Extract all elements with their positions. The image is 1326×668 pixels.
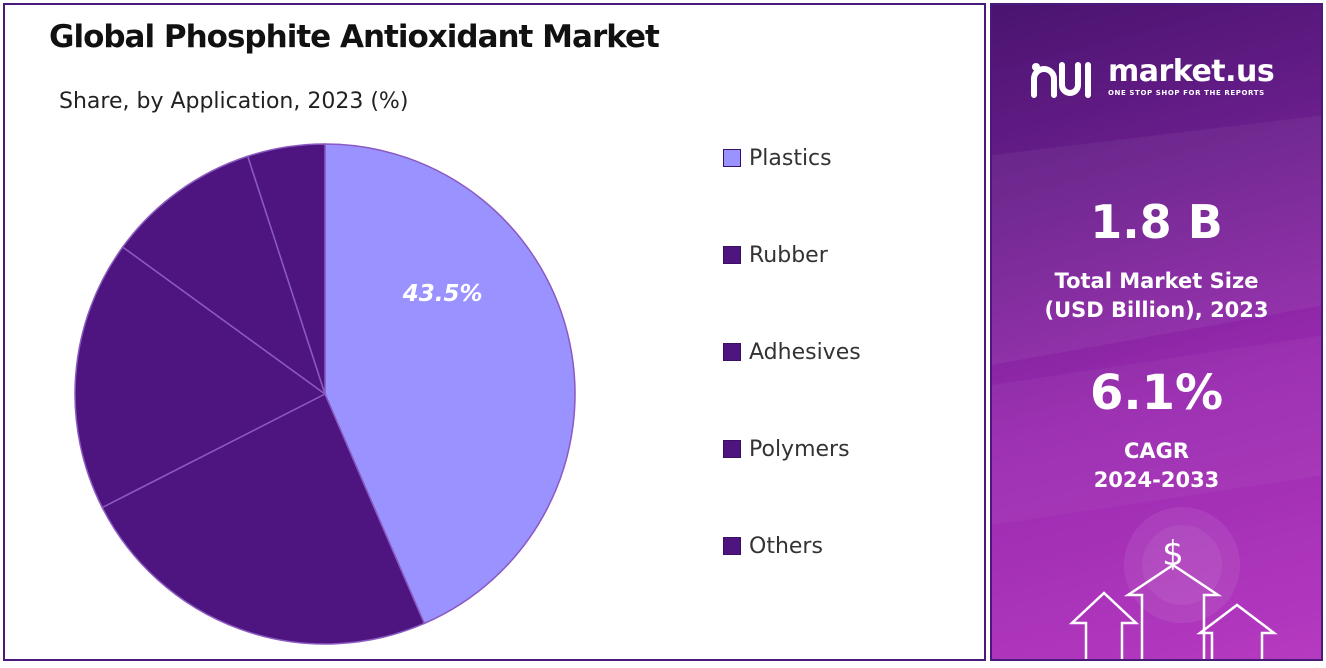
market-us-logo-icon — [1031, 62, 1091, 98]
cagr-label: CAGR — [1123, 439, 1190, 463]
pie-slice-adhesives — [74, 246, 327, 509]
chart-title: Global Phosphite Antioxidant Market — [49, 19, 660, 55]
pie-slice-rubber — [101, 392, 426, 645]
market-size-label-line1: Total Market Size — [1054, 269, 1259, 293]
legend-swatch — [723, 440, 741, 458]
pie-slice-others — [246, 143, 326, 395]
cagr-period: 2024-2033 — [1093, 468, 1220, 492]
stats-sidebar: market.us ONE STOP SHOP FOR THE REPORTS … — [990, 3, 1323, 661]
legend-label: Rubber — [749, 242, 828, 268]
legend-item-others: Others — [723, 531, 823, 561]
legend-swatch — [723, 343, 741, 361]
legend-swatch — [723, 149, 741, 167]
legend-item-polymers: Polymers — [723, 434, 850, 464]
pie-slice-plastics — [324, 143, 576, 625]
legend-label: Plastics — [749, 145, 832, 171]
legend-label: Others — [749, 533, 823, 559]
chart-panel: Global Phosphite Antioxidant Market Shar… — [3, 3, 986, 661]
brand-logo: market.us ONE STOP SHOP FOR THE REPORTS — [1030, 54, 1275, 101]
pie-slice-polymers — [121, 155, 327, 396]
legend-item-adhesives: Adhesives — [723, 337, 861, 367]
legend-label: Polymers — [749, 436, 850, 462]
legend-item-rubber: Rubber — [723, 240, 828, 270]
legend-item-plastics: Plastics — [723, 143, 832, 173]
pie-chart: 43.5% — [74, 143, 576, 645]
legend-swatch — [723, 246, 741, 264]
chart-subtitle: Share, by Application, 2023 (%) — [59, 89, 409, 114]
legend-label: Adhesives — [749, 339, 861, 365]
market-size-label-line2: (USD Billion), 2023 — [1044, 298, 1269, 322]
dollar-symbol: $ — [1162, 534, 1184, 574]
cagr-value: 6.1% — [1089, 365, 1224, 421]
market-size-value: 1.8 B — [1090, 195, 1223, 249]
dollar-growth-arrows-icon: $ — [1068, 534, 1278, 659]
brand-name: market.us — [1108, 54, 1275, 89]
legend-swatch — [723, 537, 741, 555]
brand-tagline: ONE STOP SHOP FOR THE REPORTS — [1108, 89, 1265, 97]
data-label-plastics: 43.5% — [402, 281, 483, 307]
